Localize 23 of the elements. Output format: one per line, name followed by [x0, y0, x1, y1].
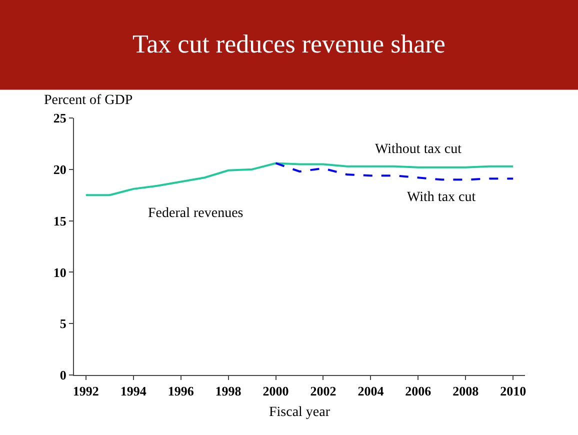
series-label: With tax cut — [407, 190, 476, 205]
x-tick-label: 2008 — [452, 384, 480, 399]
x-axis-title: Fiscal year — [268, 404, 330, 420]
chart-title: Tax cut reduces revenue share — [132, 30, 446, 59]
x-tick-label: 2004 — [358, 384, 384, 399]
x-tick-label: 2002 — [310, 384, 336, 399]
series-label: Without tax cut — [375, 142, 462, 157]
line-series — [274, 162, 514, 181]
y-axis-title: Percent of GDP — [44, 93, 133, 108]
x-tick-label: 1994 — [120, 384, 147, 399]
y-tick-label: 0 — [60, 368, 66, 383]
x-tick-label: 1998 — [215, 384, 242, 399]
x-tick-label: 2000 — [262, 384, 289, 399]
y-tick-label: 25 — [53, 110, 67, 126]
x-tick-label: 2006 — [405, 384, 432, 399]
y-tick-label: 10 — [53, 264, 66, 280]
x-tick-label: 1992 — [72, 384, 99, 399]
x-tick-label: 2010 — [500, 384, 526, 399]
x-tick-label: 1996 — [168, 384, 194, 399]
y-tick-label: 5 — [60, 316, 67, 332]
annotation: Federal revenues — [148, 206, 244, 221]
y-tick-label: 15 — [53, 213, 67, 228]
y-tick-label: 20 — [53, 162, 66, 177]
